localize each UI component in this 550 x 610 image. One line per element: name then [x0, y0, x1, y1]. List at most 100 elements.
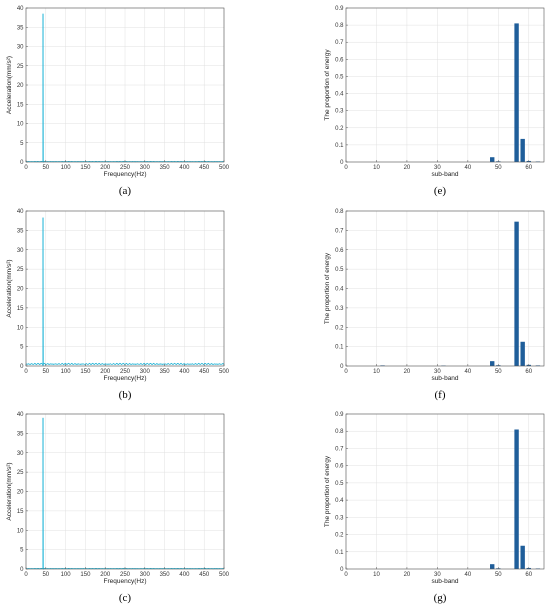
x-tick-label: 50: [495, 572, 502, 578]
y-tick-label: 30: [17, 45, 24, 51]
x-tick-label: 0: [24, 165, 28, 171]
bar: [490, 564, 495, 569]
x-tick-label: 100: [61, 572, 72, 578]
x-tick-label: 0: [344, 165, 348, 171]
y-tick-label: 0.4: [335, 287, 344, 293]
x-axis-label: Frequency(Hz): [104, 375, 147, 382]
y-tick-label: 25: [17, 267, 24, 273]
y-tick-label: 35: [17, 25, 24, 31]
y-tick-label: 0: [20, 160, 24, 166]
y-tick-label: 0: [340, 364, 344, 370]
y-tick-label: 0.6: [335, 248, 344, 254]
x-tick-label: 300: [140, 572, 151, 578]
y-tick-label: 0.9: [335, 412, 344, 418]
x-tick-label: 20: [404, 572, 411, 578]
y-tick-label: 0: [20, 364, 24, 370]
y-tick-label: 0.8: [335, 23, 344, 29]
y-tick-label: 0.2: [335, 533, 344, 539]
y-axis-label: The proportion of energy: [324, 49, 331, 121]
x-tick-label: 20: [404, 369, 411, 375]
axes-frame: [345, 7, 545, 163]
x-tick-label: 40: [465, 572, 472, 578]
y-tick-label: 10: [17, 325, 24, 331]
x-axis-label: sub-band: [431, 171, 458, 178]
x-tick-label: 200: [100, 165, 111, 171]
x-tick-label: 450: [199, 572, 210, 578]
x-tick-label: 150: [80, 572, 91, 578]
x-tick-label: 300: [140, 165, 151, 171]
panel-caption: (e): [434, 185, 447, 197]
y-tick-label: 0.7: [335, 446, 344, 452]
y-tick-label: 0.1: [335, 550, 344, 556]
spectrum-line: [25, 217, 225, 366]
bar: [520, 138, 525, 162]
y-tick-label: 10: [17, 122, 24, 128]
y-tick-label: 40: [17, 412, 24, 418]
y-tick-label: 0: [340, 567, 344, 573]
x-tick-label: 250: [120, 165, 131, 171]
x-tick-label: 150: [80, 165, 91, 171]
y-tick-label: 15: [17, 306, 24, 312]
y-tick-label: 0.5: [335, 74, 344, 80]
y-axis-label: Acceleration(mm/s²): [6, 56, 13, 114]
y-tick-label: 0.7: [335, 228, 344, 234]
x-tick-label: 20: [404, 165, 411, 171]
y-tick-label: 15: [17, 509, 24, 515]
x-tick-label: 350: [160, 369, 171, 375]
x-tick-label: 10: [373, 369, 380, 375]
y-tick-label: 0: [20, 567, 24, 573]
panel-caption: (f): [435, 389, 446, 401]
y-tick-label: 40: [17, 6, 24, 12]
y-tick-label: 10: [17, 528, 24, 534]
y-tick-label: 40: [17, 209, 24, 215]
x-axis-label: sub-band: [431, 375, 458, 382]
y-tick-label: 20: [17, 490, 24, 496]
panel-caption: (b): [119, 389, 132, 401]
y-tick-label: 25: [17, 470, 24, 476]
panel-caption: (c): [119, 592, 132, 604]
spectrum-line: [25, 417, 224, 570]
y-tick-label: 0.1: [335, 143, 344, 149]
x-tick-label: 50: [495, 369, 502, 375]
y-tick-label: 30: [17, 248, 24, 254]
x-tick-label: 60: [525, 165, 532, 171]
y-tick-label: 0.3: [335, 515, 344, 521]
y-axis-label: The proportion of energy: [324, 455, 331, 527]
y-tick-label: 5: [20, 141, 24, 147]
x-tick-label: 50: [495, 165, 502, 171]
x-tick-label: 500: [219, 572, 230, 578]
y-tick-label: 0.3: [335, 109, 344, 115]
x-tick-label: 0: [344, 572, 348, 578]
y-axis-label: Acceleration(mm/s²): [6, 462, 13, 520]
spectrum-line: [25, 13, 224, 163]
y-tick-label: 20: [17, 83, 24, 89]
x-tick-label: 250: [120, 369, 131, 375]
x-tick-label: 350: [160, 572, 171, 578]
y-tick-label: 0.7: [335, 40, 344, 46]
y-tick-label: 0.3: [335, 306, 344, 312]
panel-caption: (g): [434, 592, 447, 604]
x-tick-label: 50: [42, 572, 49, 578]
x-tick-label: 40: [465, 165, 472, 171]
x-tick-label: 0: [344, 369, 348, 375]
x-tick-label: 30: [434, 165, 441, 171]
y-tick-label: 35: [17, 431, 24, 437]
x-tick-label: 450: [199, 369, 210, 375]
y-tick-label: 0.8: [335, 429, 344, 435]
y-tick-label: 0: [340, 160, 344, 166]
x-tick-label: 150: [80, 369, 91, 375]
x-tick-label: 400: [179, 369, 190, 375]
x-tick-label: 50: [42, 369, 49, 375]
y-axis-label: Acceleration(mm/s²): [6, 259, 13, 317]
x-tick-label: 350: [160, 165, 171, 171]
x-tick-label: 60: [525, 369, 532, 375]
x-tick-label: 0: [24, 369, 28, 375]
bar: [490, 157, 495, 162]
bar: [520, 545, 525, 569]
x-tick-label: 450: [199, 165, 210, 171]
x-tick-label: 300: [140, 369, 151, 375]
x-tick-label: 30: [434, 369, 441, 375]
bar: [514, 23, 519, 163]
y-tick-label: 15: [17, 102, 24, 108]
